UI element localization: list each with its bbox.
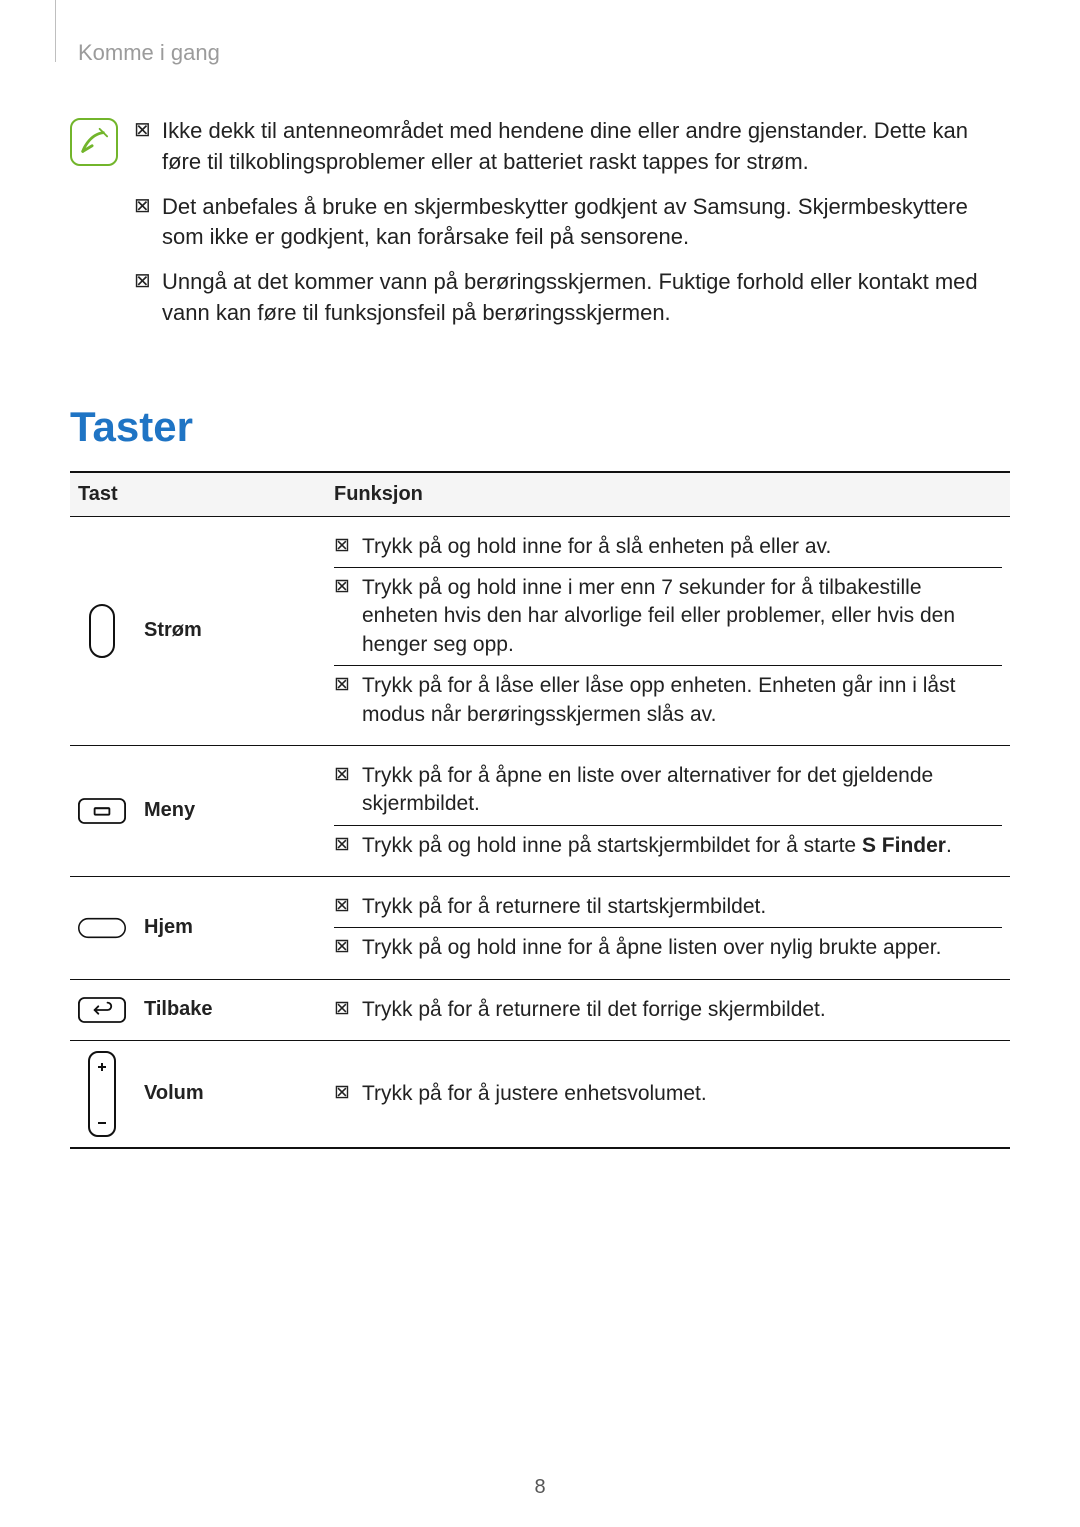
table-row: Meny Trykk på for å åpne en liste over a… bbox=[70, 745, 1010, 876]
keys-table: Tast Funksjon Strøm bbox=[70, 471, 1010, 1149]
volume-button-icon bbox=[78, 1051, 126, 1137]
fn-list: Trykk på for å returnere til det forrige… bbox=[334, 990, 1002, 1030]
power-button-icon bbox=[78, 604, 126, 658]
tip-item: Unngå at det kommer vann på berøringsskj… bbox=[134, 267, 1010, 329]
tip-list: Ikke dekk til antenneområdet med hendene… bbox=[134, 116, 1010, 343]
fn-cell: Trykk på for å returnere til startskjerm… bbox=[326, 876, 1010, 979]
fn-text-suffix: . bbox=[946, 834, 952, 857]
key-cell-menu: Meny bbox=[70, 745, 326, 876]
col-header-key: Tast bbox=[70, 472, 326, 517]
table-row: Tilbake Trykk på for å returnere til det… bbox=[70, 979, 1010, 1040]
key-label: Volum bbox=[144, 1080, 204, 1107]
fn-cell: Trykk på for å åpne en liste over altern… bbox=[326, 745, 1010, 876]
table-row: Strøm Trykk på og hold inne for å slå en… bbox=[70, 516, 1010, 745]
key-cell-home: Hjem bbox=[70, 876, 326, 979]
margin-rule bbox=[55, 0, 56, 62]
note-icon bbox=[70, 118, 118, 166]
fn-item: Trykk på for å returnere til det forrige… bbox=[334, 990, 1002, 1030]
fn-item: Trykk på og hold inne i mer enn 7 sekund… bbox=[334, 567, 1002, 665]
tip-block: Ikke dekk til antenneområdet med hendene… bbox=[70, 116, 1010, 343]
key-cell-power: Strøm bbox=[70, 516, 326, 745]
fn-cell: Trykk på for å returnere til det forrige… bbox=[326, 979, 1010, 1040]
fn-item: Trykk på for å returnere til startskjerm… bbox=[334, 887, 1002, 927]
fn-item: Trykk på og hold inne for å åpne listen … bbox=[334, 927, 1002, 968]
page: Komme i gang Ikke dekk til antenneområde… bbox=[0, 0, 1080, 1527]
fn-cell: Trykk på for å justere enhetsvolumet. bbox=[326, 1040, 1010, 1148]
key-label: Tilbake bbox=[144, 996, 213, 1023]
fn-list: Trykk på for å åpne en liste over altern… bbox=[334, 756, 1002, 866]
key-label: Hjem bbox=[144, 914, 193, 941]
table-row: Hjem Trykk på for å returnere til starts… bbox=[70, 876, 1010, 979]
fn-text: Trykk på og hold inne på startskjermbild… bbox=[362, 834, 862, 857]
breadcrumb: Komme i gang bbox=[78, 40, 1010, 66]
key-label: Meny bbox=[144, 797, 195, 824]
fn-item: Trykk på og hold inne på startskjermbild… bbox=[334, 825, 1002, 866]
fn-list: Trykk på for å returnere til startskjerm… bbox=[334, 887, 1002, 969]
key-label: Strøm bbox=[144, 617, 202, 644]
fn-item: Trykk på for å åpne en liste over altern… bbox=[334, 756, 1002, 825]
fn-item: Trykk på for å låse eller låse opp enhet… bbox=[334, 665, 1002, 735]
tip-item: Ikke dekk til antenneområdet med hendene… bbox=[134, 116, 1010, 178]
menu-button-icon bbox=[78, 797, 126, 825]
col-header-fn: Funksjon bbox=[326, 472, 1010, 517]
page-number: 8 bbox=[0, 1476, 1080, 1499]
table-header-row: Tast Funksjon bbox=[70, 472, 1010, 517]
tip-item: Det anbefales å bruke en skjermbeskytter… bbox=[134, 192, 1010, 254]
table-row: Volum Trykk på for å justere enhetsvolum… bbox=[70, 1040, 1010, 1148]
fn-list: Trykk på for å justere enhetsvolumet. bbox=[334, 1074, 1002, 1114]
fn-item: Trykk på for å justere enhetsvolumet. bbox=[334, 1074, 1002, 1114]
fn-text-bold: S Finder bbox=[862, 834, 946, 857]
home-button-icon bbox=[78, 915, 126, 941]
fn-cell: Trykk på og hold inne for å slå enheten … bbox=[326, 516, 1010, 745]
section-title: Taster bbox=[70, 403, 1010, 451]
key-cell-volume: Volum bbox=[70, 1040, 326, 1148]
key-cell-back: Tilbake bbox=[70, 979, 326, 1040]
back-button-icon bbox=[78, 996, 126, 1024]
fn-list: Trykk på og hold inne for å slå enheten … bbox=[334, 527, 1002, 735]
fn-item: Trykk på og hold inne for å slå enheten … bbox=[334, 527, 1002, 567]
